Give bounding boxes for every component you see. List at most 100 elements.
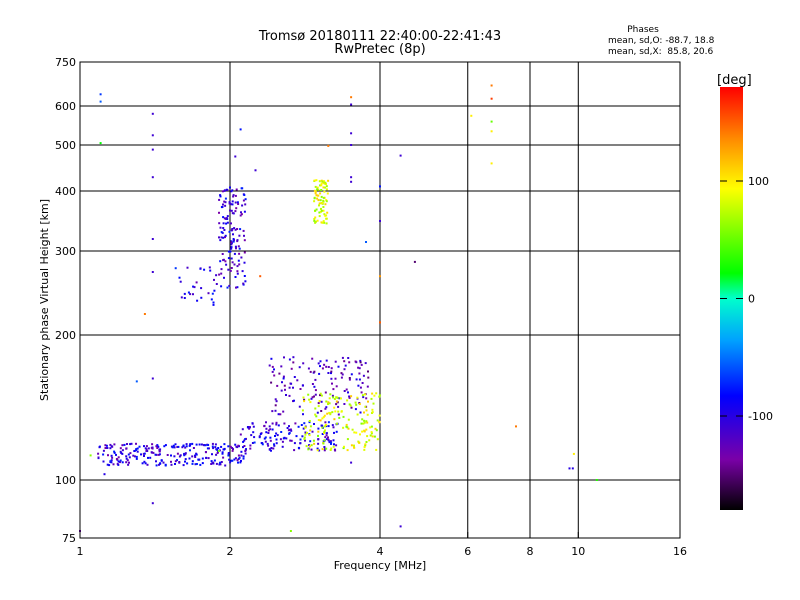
data-point (186, 266, 189, 269)
data-point (379, 275, 381, 278)
data-point (270, 447, 273, 449)
data-point (173, 446, 176, 449)
data-point (239, 228, 242, 231)
data-point (345, 388, 348, 391)
data-point (265, 421, 267, 424)
data-point (334, 360, 337, 363)
data-point (298, 405, 301, 408)
data-point (308, 444, 311, 447)
data-point (319, 184, 322, 187)
data-point (234, 210, 237, 213)
data-point (231, 200, 234, 203)
y-tick-label: 400 (55, 185, 76, 198)
data-point (263, 437, 266, 440)
data-point (266, 442, 269, 445)
data-point (281, 381, 283, 384)
data-point (361, 394, 364, 397)
data-point (232, 240, 235, 243)
data-point (243, 261, 246, 264)
data-point (133, 450, 136, 452)
data-point (210, 463, 213, 465)
data-point (243, 239, 246, 242)
x-tick-label: 10 (571, 545, 585, 558)
data-point (243, 439, 246, 442)
data-point (295, 435, 298, 438)
data-point (360, 391, 363, 394)
data-point (290, 382, 293, 385)
data-point (253, 441, 256, 444)
data-point (346, 438, 349, 441)
data-point (136, 447, 139, 450)
data-point (320, 424, 323, 427)
data-point (179, 454, 182, 457)
data-point (365, 441, 368, 443)
data-point (293, 442, 296, 445)
data-point (157, 453, 160, 456)
data-point (208, 447, 210, 450)
data-point (319, 192, 322, 195)
data-point (276, 434, 279, 437)
data-point (279, 438, 282, 441)
data-point (283, 384, 286, 387)
data-point (220, 236, 223, 239)
data-point (198, 443, 201, 446)
data-point (321, 367, 324, 370)
data-point (126, 443, 128, 445)
data-point (195, 281, 198, 284)
data-point (324, 423, 327, 426)
data-point (211, 292, 214, 295)
data-point (318, 215, 321, 218)
data-point (304, 433, 307, 436)
data-point (375, 429, 378, 432)
data-point (236, 286, 239, 289)
data-point (207, 457, 210, 460)
data-point (308, 421, 311, 424)
data-point (269, 428, 272, 431)
data-point (337, 365, 340, 368)
data-point (236, 201, 239, 204)
data-point (184, 458, 187, 461)
data-point (350, 176, 353, 179)
data-point (117, 456, 120, 459)
data-point (224, 236, 226, 239)
data-point (213, 459, 216, 462)
data-point (200, 287, 203, 290)
data-point (220, 206, 223, 209)
data-point (275, 421, 278, 424)
data-point (201, 462, 204, 465)
data-point (330, 367, 333, 370)
data-point (327, 366, 330, 368)
data-point (195, 463, 198, 465)
data-point (232, 195, 235, 198)
data-point (241, 270, 244, 273)
data-point (337, 405, 340, 408)
data-point (355, 431, 358, 434)
data-point (241, 204, 244, 207)
data-point (303, 398, 306, 401)
data-point (365, 420, 368, 423)
data-point (234, 443, 237, 446)
data-point (319, 199, 322, 202)
colorbar-label: [deg] (717, 73, 752, 88)
data-point (343, 445, 345, 448)
data-point (223, 443, 226, 446)
data-point (300, 424, 303, 426)
data-point (329, 440, 332, 443)
data-point (267, 444, 270, 447)
data-point (335, 385, 338, 388)
data-point (281, 445, 284, 448)
data-point (279, 413, 282, 416)
data-point (282, 375, 285, 378)
data-point (174, 443, 177, 446)
data-point (343, 360, 346, 363)
data-point (313, 179, 316, 182)
data-point (233, 263, 236, 266)
data-point (271, 410, 274, 413)
data-point (335, 422, 338, 425)
data-point (106, 447, 109, 449)
data-point (318, 202, 321, 205)
colorbar-gradient (720, 87, 743, 510)
data-point (188, 444, 191, 447)
data-point (231, 449, 234, 452)
data-point (324, 421, 327, 424)
